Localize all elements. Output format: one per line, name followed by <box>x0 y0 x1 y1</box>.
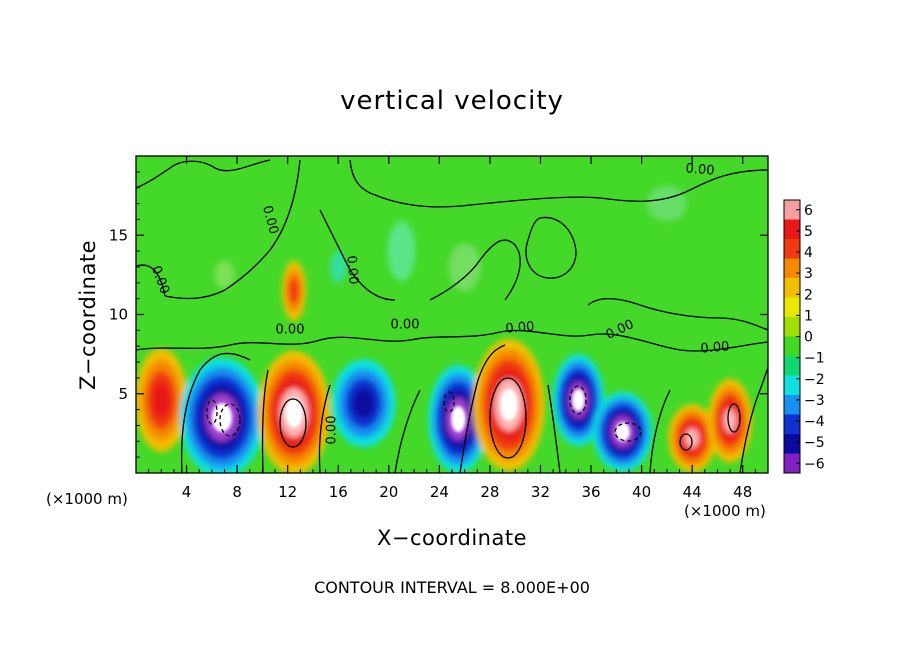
y-tick-label: 15 <box>109 226 128 244</box>
colorbar-swatch <box>784 414 800 435</box>
field-feature-updraft <box>708 378 753 463</box>
x-units-right: (×1000 m) <box>684 502 766 520</box>
contour-label: 0.00 <box>685 161 715 178</box>
colorbar-label: 3 <box>804 266 813 282</box>
colorbar-swatch <box>784 317 800 337</box>
field-feature-downdraft <box>331 359 396 448</box>
x-units-left: (×1000 m) <box>46 490 128 508</box>
x-tick-label: 44 <box>683 483 702 501</box>
x-tick-label: 40 <box>632 483 651 501</box>
chart-title: vertical velocity <box>340 86 564 116</box>
x-tick-label: 32 <box>531 483 550 501</box>
x-axis-label: X−coordinate <box>377 526 527 550</box>
field-feature-downdraft <box>552 354 605 447</box>
colorbar-swatch <box>784 219 800 240</box>
colorbar-swatch <box>784 453 800 474</box>
colorbar-label: −1 <box>804 351 825 367</box>
contour-label: 0.00 <box>700 339 730 356</box>
x-tick-label: 24 <box>430 483 449 501</box>
colorbar-swatch <box>784 200 800 220</box>
contour-label: 0.00 <box>391 318 420 333</box>
colorbar-label: −6 <box>804 456 825 472</box>
colorbar-swatch <box>784 356 800 376</box>
colorbar-swatch <box>784 258 800 279</box>
x-tick-label: 36 <box>581 483 600 501</box>
contour-label: 0.00 <box>259 204 281 236</box>
contour-label: 0.00 <box>276 323 305 338</box>
colorbar-swatch <box>784 434 800 454</box>
x-tick-label: 12 <box>278 483 297 501</box>
x-tick-label: 48 <box>733 483 752 501</box>
colorbar-label: −5 <box>804 435 825 451</box>
colorbar-label: 6 <box>804 203 813 219</box>
field-feature-updraft <box>668 404 717 473</box>
colorbar-label: 4 <box>804 245 813 261</box>
x-tick-label: 16 <box>329 483 348 501</box>
x-tick-label: 8 <box>232 483 242 501</box>
colorbar-swatch <box>784 239 800 259</box>
colorbar-label: −4 <box>804 414 825 430</box>
colorbar-label: −2 <box>804 372 825 388</box>
field-feature-updraft <box>282 260 306 321</box>
colorbar-swatch <box>784 336 800 357</box>
y-tick-label: 10 <box>109 306 128 324</box>
field-feature-updraft <box>136 348 188 453</box>
colorbar-label: −3 <box>804 393 825 409</box>
colorbar-swatch <box>784 297 800 318</box>
contour-lines <box>136 159 768 473</box>
colorbar-swatch <box>784 278 800 298</box>
colorbar-label: 5 <box>804 224 813 240</box>
y-tick-label: 5 <box>118 385 128 403</box>
contour-label: 0.00 <box>325 416 340 445</box>
heatmap-field <box>136 156 768 473</box>
x-tick-label: 4 <box>182 483 192 501</box>
x-tick-label: 20 <box>379 483 398 501</box>
colorbar-label: 2 <box>804 287 813 303</box>
colorbar-swatch <box>784 395 800 415</box>
contour-interval-note: CONTOUR INTERVAL = 8.000E+00 <box>314 578 590 597</box>
contour-label: 0.00 <box>343 255 360 285</box>
colorbar-label: 1 <box>804 308 813 324</box>
x-tick-label: 28 <box>480 483 499 501</box>
y-axis-label: Z−coordinate <box>76 240 100 390</box>
colorbar-label: 0 <box>804 330 813 346</box>
colorbar: 6 5 4 3 2 1 0 −1 −2 −3 −4 −5 −6 <box>783 199 825 474</box>
contour-label: 0.00 <box>505 319 535 336</box>
colorbar-swatch <box>784 375 800 396</box>
